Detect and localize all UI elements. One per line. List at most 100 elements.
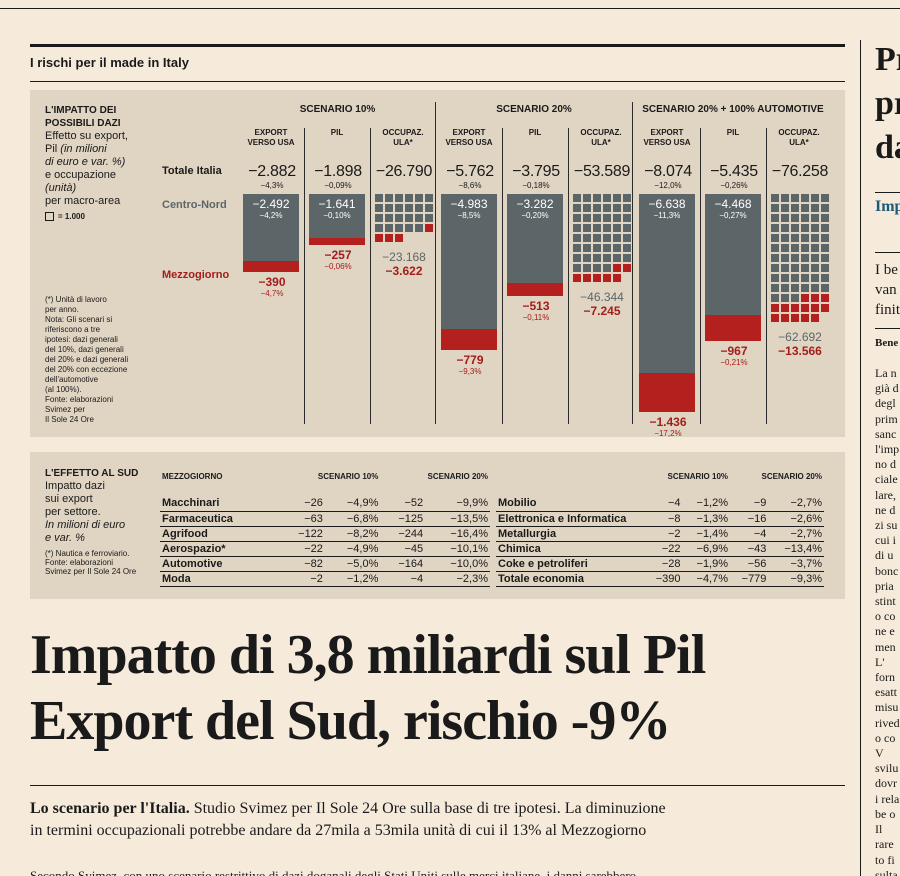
column-header: OCCUPAZ. ULA* — [768, 128, 830, 148]
square-centro-nord — [791, 264, 799, 272]
bar-label-centro-nord: −6.638 −11,3% — [639, 198, 695, 221]
square-centro-nord — [791, 214, 799, 222]
legend-note-line: ipotesi: dazi generali — [45, 335, 118, 344]
sector-name: Macchinari — [160, 496, 280, 512]
sud-desc-5: e var. % — [45, 532, 85, 544]
square-mezzogiorno — [623, 264, 631, 272]
column-header-line: VERSO USA — [247, 138, 295, 147]
square-centro-nord — [791, 204, 799, 212]
side-rule-3 — [875, 328, 900, 329]
legend-note-line: (al 100%). — [45, 385, 82, 394]
square-centro-nord — [821, 214, 829, 222]
column-divider — [502, 128, 503, 424]
square-mezzogiorno — [811, 314, 819, 322]
square-centro-nord — [781, 284, 789, 292]
square-centro-nord — [613, 234, 621, 242]
square-centro-nord — [811, 224, 819, 232]
square-mezzogiorno — [771, 304, 779, 312]
sector-name: Chimica — [496, 541, 644, 557]
bar-centro-nord — [639, 194, 695, 374]
sector-value: −2,7% — [768, 526, 824, 542]
sector-value: −45 — [380, 541, 426, 557]
headline-line-1: Impatto di 3,8 miliardi sul Pil — [30, 624, 706, 686]
square-centro-nord — [385, 224, 393, 232]
bar-label-value: −4.468 — [714, 197, 752, 211]
square-centro-nord — [771, 294, 779, 302]
bar-label-mezzogiorno: −513 −0,11% — [504, 300, 568, 323]
square-centro-nord — [583, 204, 591, 212]
sud-notes: (*) Nautica e ferroviario. Fonte: elabor… — [45, 549, 137, 576]
sud-desc-3: per settore. — [45, 506, 101, 518]
side-headline: Pr pr da — [875, 38, 900, 170]
square-centro-nord — [821, 224, 829, 232]
bar-label-pct: −9,3% — [458, 366, 482, 376]
square-mezzogiorno — [425, 224, 433, 232]
bar-label-pct: −4,2% — [259, 211, 283, 220]
sector-name: Mobilio — [496, 496, 644, 512]
sector-value: −10,1% — [425, 541, 490, 557]
legend-square-key: = 1.000 — [45, 210, 145, 223]
bar-mezzogiorno — [243, 261, 299, 272]
side-body-line: bonc — [875, 563, 899, 578]
column-header-line: VERSO USA — [643, 138, 691, 147]
side-column-divider — [860, 40, 861, 876]
subhead-line-1: Lo scenario per l'Italia. Studio Svimez … — [30, 800, 666, 817]
square-centro-nord — [613, 204, 621, 212]
bar-label-value: −967 — [720, 343, 748, 358]
sud-desc-2: sui export — [45, 493, 93, 505]
sector-value: −82 — [280, 556, 325, 572]
square-centro-nord — [623, 204, 631, 212]
sector-name: Farmaceutica — [160, 511, 280, 527]
column-header-line: ULA* — [393, 138, 413, 147]
square-centro-nord — [771, 284, 779, 292]
square-centro-nord — [801, 284, 809, 292]
sector-name: Totale economia — [496, 571, 644, 587]
table-row: Moda −2 −1,2% −4 −2,3% — [160, 571, 490, 587]
square-centro-nord — [791, 284, 799, 292]
sector-value: −164 — [380, 556, 426, 572]
square-centro-nord — [385, 214, 393, 222]
column-header-line: ULA* — [789, 138, 809, 147]
square-centro-nord — [603, 204, 611, 212]
side-body-line: già d — [875, 381, 899, 396]
square-mezzogiorno — [593, 274, 601, 282]
sector-value: −4,7% — [682, 571, 731, 587]
sector-name: Elettronica e Informatica — [496, 511, 644, 527]
legend-note-line: riferiscono a tre — [45, 325, 101, 334]
sector-value: −6,9% — [682, 541, 731, 557]
sector-name: Automotive — [160, 556, 280, 572]
square-centro-nord — [801, 244, 809, 252]
square-mezzogiorno — [811, 294, 819, 302]
square-centro-nord — [415, 204, 423, 212]
scenario-auto-title: SCENARIO 20% + 100% AUTOMOTIVE — [642, 104, 824, 115]
square-centro-nord — [375, 194, 383, 202]
square-centro-nord — [603, 224, 611, 232]
sector-name: Metallurgia — [496, 526, 644, 542]
square-centro-nord — [395, 214, 403, 222]
sector-value: −13,4% — [768, 541, 824, 557]
bar-label-pct: −0,20% — [521, 211, 549, 220]
square-centro-nord — [593, 204, 601, 212]
square-centro-nord — [583, 244, 591, 252]
column-header: EXPORT VERSO USA — [636, 128, 698, 148]
square-centro-nord — [603, 244, 611, 252]
bar-label-value: −3.282 — [516, 197, 554, 211]
square-centro-nord — [375, 204, 383, 212]
square-centro-nord — [791, 244, 799, 252]
side-body: La n già d degl prim sanc l'imp no d ciale lare,… — [875, 366, 900, 876]
table-row: Coke e petroliferi −28 −1,9% −56 −3,7% — [496, 556, 824, 572]
side-link[interactable]: Imp — [875, 198, 900, 215]
sector-name: Agrifood — [160, 526, 280, 542]
legend-desc-2: Pil (in milioni — [45, 143, 107, 155]
sector-value: −4,9% — [324, 496, 381, 512]
square-mezzogiorno — [583, 274, 591, 282]
sector-value: −28 — [644, 556, 683, 572]
side-body-line: stint — [875, 594, 896, 609]
legend-note-line: Svimez per — [45, 405, 86, 414]
square-centro-nord — [623, 194, 631, 202]
legend-desc-4: e occupazione — [45, 169, 116, 181]
square-centro-nord — [623, 244, 631, 252]
sector-value: −390 — [644, 571, 683, 587]
legend-note-line: dell'automotive — [45, 375, 99, 384]
square-centro-nord — [771, 234, 779, 242]
